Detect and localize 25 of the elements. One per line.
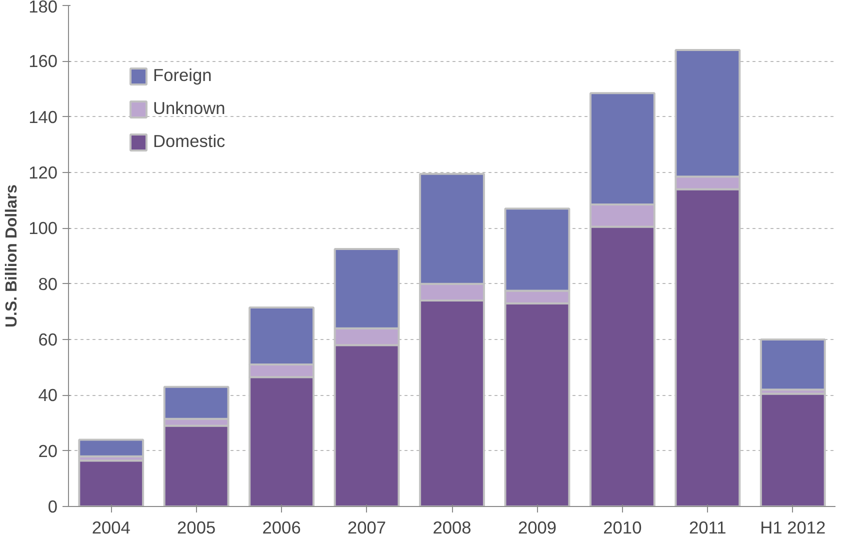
x-tick-label: H1 2012 xyxy=(760,518,826,538)
bar xyxy=(760,338,826,391)
x-tick-label: 2010 xyxy=(603,518,642,538)
y-tick-label: 100 xyxy=(28,218,58,238)
x-tick-label: 2008 xyxy=(432,518,472,538)
x-tick-label: 2006 xyxy=(262,518,301,538)
y-tick-label: 180 xyxy=(28,0,58,16)
y-tick-label: 20 xyxy=(38,440,58,461)
x-tick-label: 2007 xyxy=(348,518,386,538)
y-tick-label: 120 xyxy=(28,162,58,182)
x-tick-label: 2009 xyxy=(518,518,557,538)
legend-label: Unknown xyxy=(153,98,226,119)
y-tick-label: 140 xyxy=(28,106,58,127)
y-tick-label: 60 xyxy=(38,330,58,350)
x-tick-label: 2011 xyxy=(689,518,726,538)
y-tick-label: 80 xyxy=(38,274,58,294)
x-tick-label: 2005 xyxy=(177,518,216,538)
y-tick-label: 40 xyxy=(38,385,58,406)
legend-label: Domestic xyxy=(153,131,226,152)
y-axis-title: U.S. Billion Dollars xyxy=(4,184,21,328)
y-tick-label: 0 xyxy=(48,496,58,516)
x-tick-label: 2004 xyxy=(92,518,131,538)
y-tick-label: 160 xyxy=(28,51,58,72)
bar xyxy=(78,460,144,506)
legend-label: Foreign xyxy=(153,65,212,86)
